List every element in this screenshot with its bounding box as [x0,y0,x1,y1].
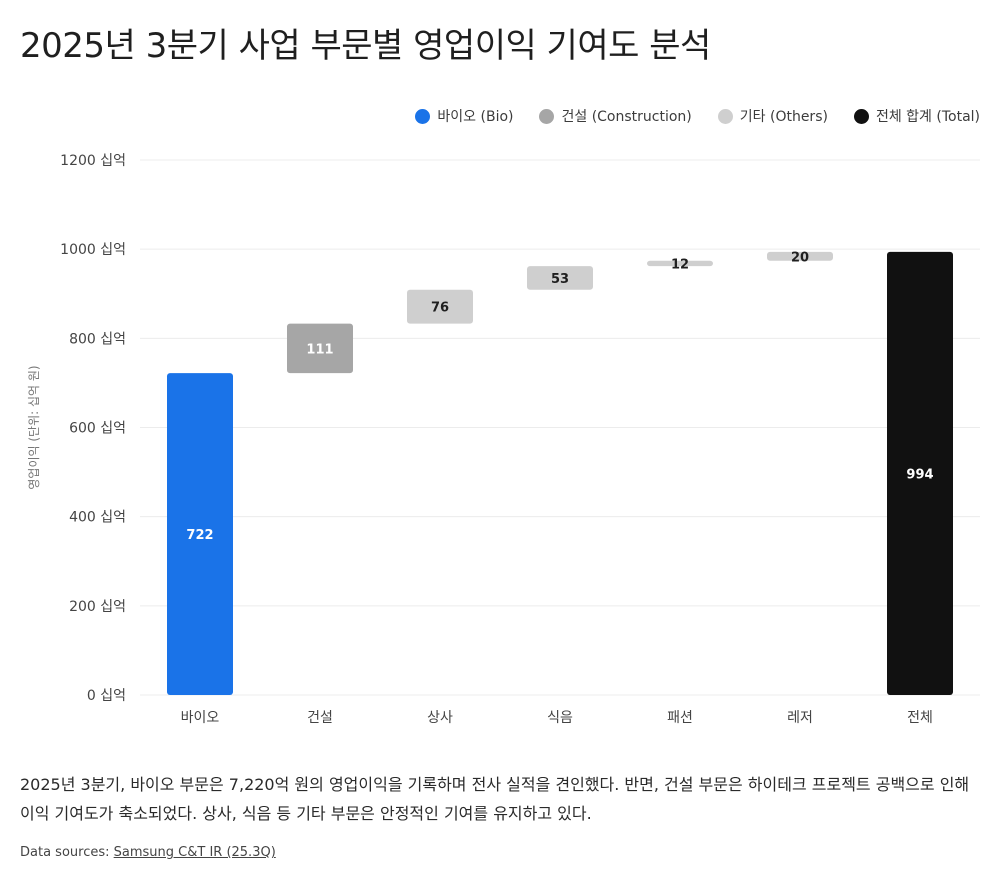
sources-prefix: Data sources: [20,845,114,860]
bar-total [887,251,953,695]
legend-item-others[interactable]: 기타 (Others) [717,106,828,126]
bar-value-label: 722 [186,528,213,543]
x-tick-label: 상사 [427,710,453,726]
bar-value-label: 994 [906,467,933,482]
x-tick-label: 레저 [787,710,813,726]
bar-bio [167,373,233,695]
data-sources: Data sources: Samsung C&T IR (25.3Q) [20,845,276,860]
legend-swatch-total [853,108,869,124]
bar-value-label: 12 [671,257,689,272]
bar-others [527,266,593,290]
y-tick-label: 1000 십억 [60,242,126,258]
legend-label-construction: 건설 (Construction) [561,109,692,125]
sources-link[interactable]: Samsung C&T IR (25.3Q) [113,845,276,860]
x-tick-label: 바이오 [181,710,220,726]
legend-swatch-bio [415,108,431,124]
y-tick-label: 1200 십억 [60,153,126,169]
bar-construction [287,323,353,374]
y-tick-label: 800 십억 [69,331,126,347]
bar-value-label: 53 [551,272,569,287]
bar-others [647,260,713,267]
legend-label-bio: 바이오 (Bio) [437,109,514,125]
bar-others [767,251,833,261]
y-axis-title: 영업이익 (단위: 십억 원) [27,365,41,489]
x-tick-label: 패션 [667,710,693,726]
chart-description: 2025년 3분기, 바이오 부문은 7,220억 원의 영업이익을 기록하며 … [20,775,970,823]
chart-legend: 바이오 (Bio) 건설 (Construction) 기타 (Others) … [415,106,980,126]
x-tick-label: 건설 [307,710,333,726]
legend-item-construction[interactable]: 건설 (Construction) [539,106,692,126]
y-tick-label: 0 십억 [87,688,126,704]
bar-value-label: 111 [306,342,333,357]
waterfall-chart: 0 십억 200 십억 400 십억 600 십억 800 십억 1000 십억 1200 … [27,153,980,726]
x-tick-label: 전체 [907,710,933,726]
legend-label-total: 전체 합계 (Total) [875,109,980,125]
chart-title: 2025년 3분기 사업 부문별 영업이익 기여도 분석 [20,26,711,66]
bar-value-label: 76 [431,301,449,316]
legend-swatch-others [717,108,733,124]
x-tick-label: 식음 [547,710,573,726]
legend-item-total[interactable]: 전체 합계 (Total) [853,106,980,126]
legend-label-others: 기타 (Others) [739,109,828,125]
bar-value-label: 20 [791,250,809,265]
legend-item-bio[interactable]: 바이오 (Bio) [415,106,513,126]
bar-others [407,289,473,324]
legend-swatch-construction [539,108,555,124]
y-tick-label: 200 십억 [69,599,126,615]
y-tick-label: 600 십억 [69,421,126,437]
y-tick-label: 400 십억 [69,510,126,526]
